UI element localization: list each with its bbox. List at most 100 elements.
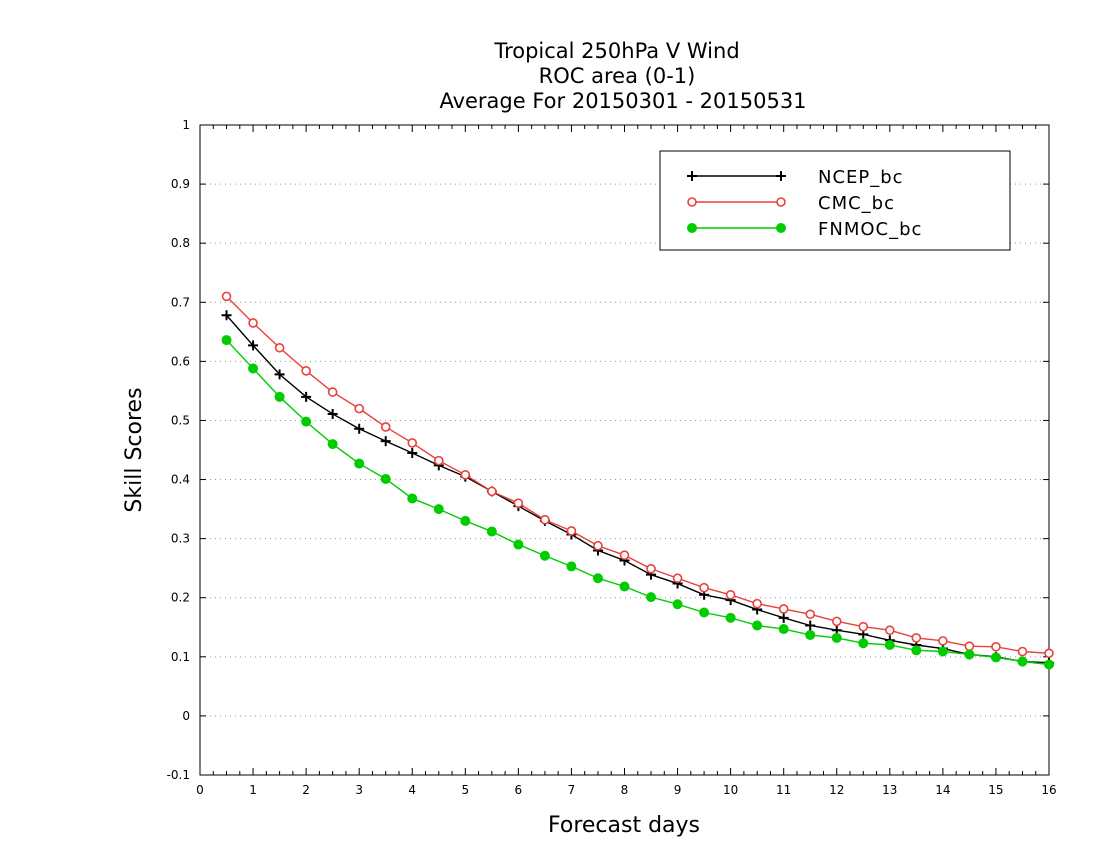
cmc-bc-series-point <box>778 604 789 614</box>
cmc-bc-series-point <box>301 366 311 376</box>
x-tick-label: 12 <box>829 783 844 797</box>
cmc-bc-series-point <box>831 616 842 627</box>
x-tick-label: 0 <box>196 783 204 797</box>
legend-cmc-bc-point <box>687 197 697 207</box>
legend-fnmoc-bc-point <box>687 223 697 233</box>
cmc-bc-series-point <box>672 573 683 584</box>
y-tick-label: 0.2 <box>171 591 190 605</box>
x-tick-label: 4 <box>408 783 416 797</box>
cmc-bc-series-point <box>487 486 497 497</box>
fnmoc-bc-series-point <box>990 652 1001 663</box>
legend-item-ncep-bc: NCEP_bc <box>687 167 904 188</box>
series-layer <box>221 291 1054 670</box>
y-tick-label: 0.4 <box>171 473 190 487</box>
cmc-bc-series-point <box>380 422 391 432</box>
ncep-bc-series-point <box>407 447 418 458</box>
cmc-bc-series-point <box>964 641 975 651</box>
cmc-bc-series-point <box>938 636 948 646</box>
legend-fnmoc-bc-point <box>776 223 786 233</box>
fnmoc-bc-series-point <box>460 515 471 526</box>
y-tick-label: 0.1 <box>171 650 190 664</box>
y-axis-title: Skill Scores <box>122 387 147 512</box>
chart-title: Tropical 250hPa V Wind ROC area (0-1) Av… <box>439 39 806 113</box>
y-tick-label: -0.1 <box>167 768 190 782</box>
fnmoc-bc-series-point <box>433 504 444 515</box>
x-tick-label: 15 <box>988 783 1003 797</box>
x-tick-label: 2 <box>302 783 310 797</box>
cmc-bc-series-point <box>911 633 922 643</box>
fnmoc-bc-series-point <box>619 581 630 592</box>
cmc-bc-series-point <box>646 563 656 574</box>
fnmoc-bc-series-point <box>592 573 603 584</box>
fnmoc-bc-series-point <box>274 391 285 402</box>
fnmoc-bc-series-point <box>858 638 869 649</box>
y-tick-label: 0.3 <box>171 532 190 546</box>
cmc-bc-series-point <box>991 641 1001 652</box>
legend-label: CMC_bc <box>818 193 895 214</box>
cmc-bc-series-point <box>858 621 869 632</box>
ncep-bc-series-point <box>248 340 259 351</box>
cmc-bc-series-point <box>619 550 630 560</box>
y-tick-label: 0.6 <box>171 354 190 368</box>
cmc-bc-series-point <box>433 455 444 466</box>
cmc-bc-series-point <box>885 625 895 636</box>
cmc-bc-series-point <box>540 514 550 525</box>
fnmoc-bc-series-point <box>831 632 842 643</box>
legend: NCEP_bc CMC_bc FNMOC_bc <box>659 150 1011 251</box>
cmc-bc-series-point <box>354 403 364 414</box>
cmc-bc-series-point <box>593 540 603 551</box>
fnmoc-bc-series-point <box>539 550 550 561</box>
cmc-bc-series-point <box>805 609 816 620</box>
y-tick-label: 0 <box>182 709 190 723</box>
legend-label: NCEP_bc <box>818 167 904 188</box>
fnmoc-bc-series-point <box>884 640 895 650</box>
fnmoc-bc-series-point <box>380 473 391 484</box>
cmc-bc-series-point <box>460 470 471 480</box>
fnmoc-bc-series-point <box>964 649 975 660</box>
fnmoc-bc-series-point <box>805 629 816 640</box>
fnmoc-bc-series-point <box>327 439 338 450</box>
legend-box <box>659 150 1011 251</box>
ncep-bc-series-point <box>301 391 312 402</box>
fnmoc-bc-series-point <box>354 458 365 469</box>
cmc-bc-series-point <box>327 387 338 397</box>
legend-cmc-bc-point <box>776 197 786 207</box>
fnmoc-bc-series-point <box>1017 656 1028 667</box>
x-tick-label: 11 <box>776 783 791 797</box>
fnmoc-bc-series-point <box>778 624 789 635</box>
x-tick-label: 8 <box>621 783 629 797</box>
x-tick-label: 6 <box>515 783 523 797</box>
fnmoc-bc-series-point <box>248 363 259 374</box>
ncep-bc-series-line <box>226 314 1050 664</box>
x-tick-label: 5 <box>461 783 469 797</box>
fnmoc-bc-series-point <box>646 592 657 603</box>
y-tick-label: 0.9 <box>171 177 190 191</box>
legend-label: FNMOC_bc <box>818 219 922 240</box>
fnmoc-bc-series-point <box>911 645 922 656</box>
fnmoc-bc-series-point <box>221 335 232 346</box>
fnmoc-bc-series-point <box>699 607 710 618</box>
fnmoc-bc-series-point <box>752 620 763 631</box>
x-axis-title: Forecast days <box>548 813 700 838</box>
ncep-bc-series-point <box>327 408 338 419</box>
cmc-bc-series-point <box>566 526 577 536</box>
ncep-bc-series <box>221 310 1054 668</box>
x-tick-label: 14 <box>935 783 950 797</box>
y-tick-label: 0.5 <box>171 413 190 427</box>
fnmoc-bc-series-point <box>725 612 736 623</box>
x-axis: 0 1 2 3 4 5 6 7 8 9 10 11 12 13 14 15 16 <box>196 125 1057 797</box>
fnmoc-bc-series-point <box>513 539 524 550</box>
y-tick-label: 1 <box>182 118 190 132</box>
grid <box>200 183 1049 717</box>
fnmoc-bc-series-point <box>672 599 683 610</box>
x-tick-label: 1 <box>249 783 257 797</box>
cmc-bc-series-point <box>725 589 736 600</box>
cmc-bc-series-point <box>274 342 285 353</box>
legend-item-fnmoc-bc: FNMOC_bc <box>687 219 922 240</box>
cmc-bc-series-point <box>248 318 258 328</box>
fnmoc-bc-series-point <box>301 416 312 427</box>
fnmoc-bc-series-point <box>486 526 497 537</box>
cmc-bc-series-point <box>1044 648 1054 659</box>
ncep-bc-series-point <box>274 369 285 380</box>
